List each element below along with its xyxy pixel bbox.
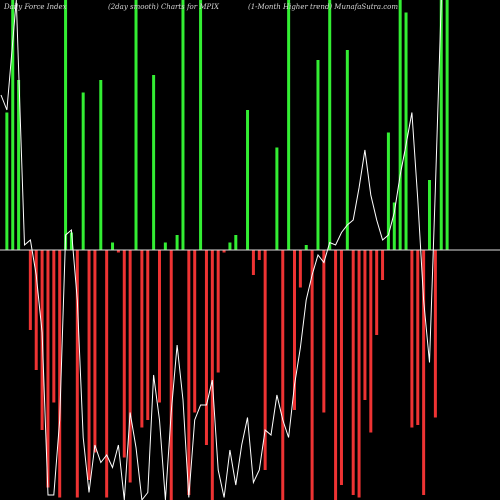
positive-bar-34 xyxy=(199,0,203,250)
negative-bar-57 xyxy=(334,250,338,500)
negative-bar-24 xyxy=(140,250,144,428)
force-index-line xyxy=(0,0,442,500)
positive-bar-39 xyxy=(228,242,232,250)
positive-bar-30 xyxy=(175,235,179,250)
chart-title: Daily Force Index xyxy=(4,3,67,11)
negative-bar-61 xyxy=(357,250,361,498)
positive-bar-17 xyxy=(99,80,103,250)
negative-bar-29 xyxy=(169,250,173,500)
negative-bar-50 xyxy=(293,250,296,410)
negative-bar-18 xyxy=(105,250,109,498)
negative-bar-21 xyxy=(122,250,126,458)
negative-bar-6 xyxy=(34,250,38,370)
negative-bar-51 xyxy=(298,250,302,288)
negative-bar-20 xyxy=(116,250,120,253)
negative-bar-62 xyxy=(363,250,367,400)
positive-bar-66 xyxy=(386,132,390,250)
positive-bar-54 xyxy=(316,60,320,250)
positive-bar-3 xyxy=(17,80,21,250)
negative-bar-10 xyxy=(58,250,62,498)
negative-bar-65 xyxy=(381,250,385,280)
negative-bar-15 xyxy=(87,250,91,480)
positive-bar-75 xyxy=(439,0,443,250)
negative-bar-55 xyxy=(322,250,326,413)
negative-bar-22 xyxy=(128,250,132,483)
positive-bar-31 xyxy=(181,0,185,250)
positive-bar-69 xyxy=(404,12,408,250)
negative-bar-45 xyxy=(263,250,267,470)
negative-bar-5 xyxy=(28,250,32,330)
positive-bar-67 xyxy=(392,202,396,250)
negative-bar-8 xyxy=(46,250,50,488)
positive-bar-1 xyxy=(5,112,9,250)
positive-bar-23 xyxy=(134,0,138,250)
negative-bar-64 xyxy=(375,250,379,335)
positive-bar-68 xyxy=(398,0,402,250)
positive-bar-19 xyxy=(111,242,115,250)
negative-bar-37 xyxy=(216,250,220,373)
positive-bar-14 xyxy=(81,92,85,250)
negative-bar-13 xyxy=(75,250,79,498)
chart-source: (1-Month Higher trend) MunafaSutra.com xyxy=(248,3,399,11)
negative-bar-43 xyxy=(251,250,255,275)
negative-bar-53 xyxy=(310,250,314,500)
negative-bar-70 xyxy=(410,250,414,428)
negative-bar-32 xyxy=(187,250,191,495)
positive-bar-56 xyxy=(328,0,332,250)
positive-bar-12 xyxy=(69,232,73,250)
positive-bar-42 xyxy=(246,110,250,250)
negative-bar-58 xyxy=(339,250,343,485)
negative-bar-60 xyxy=(351,250,355,495)
positive-bar-59 xyxy=(345,50,349,250)
positive-bar-40 xyxy=(234,235,238,250)
positive-bar-28 xyxy=(163,242,167,250)
negative-bar-71 xyxy=(416,250,420,425)
negative-bar-25 xyxy=(146,250,150,420)
negative-bar-48 xyxy=(281,250,285,500)
negative-bar-9 xyxy=(52,250,56,403)
positive-bar-73 xyxy=(428,180,432,250)
positive-bar-76 xyxy=(445,0,449,250)
chart-subtitle: (2day smooth) Charts for MPIX xyxy=(108,3,219,11)
negative-bar-27 xyxy=(157,250,161,403)
negative-bar-44 xyxy=(257,250,261,260)
negative-bar-35 xyxy=(204,250,208,445)
negative-bar-16 xyxy=(93,250,97,453)
negative-bar-63 xyxy=(369,250,373,433)
negative-bar-33 xyxy=(193,250,197,413)
negative-bar-36 xyxy=(210,250,214,500)
force-bars xyxy=(5,0,449,500)
positive-bar-26 xyxy=(152,75,156,250)
negative-bar-74 xyxy=(433,250,437,418)
positive-bar-47 xyxy=(275,147,279,250)
positive-bar-52 xyxy=(304,245,308,250)
negative-bar-38 xyxy=(222,250,226,253)
positive-bar-11 xyxy=(64,0,68,250)
positive-bar-2 xyxy=(11,0,15,250)
positive-bar-49 xyxy=(287,0,291,250)
negative-bar-72 xyxy=(422,250,426,495)
